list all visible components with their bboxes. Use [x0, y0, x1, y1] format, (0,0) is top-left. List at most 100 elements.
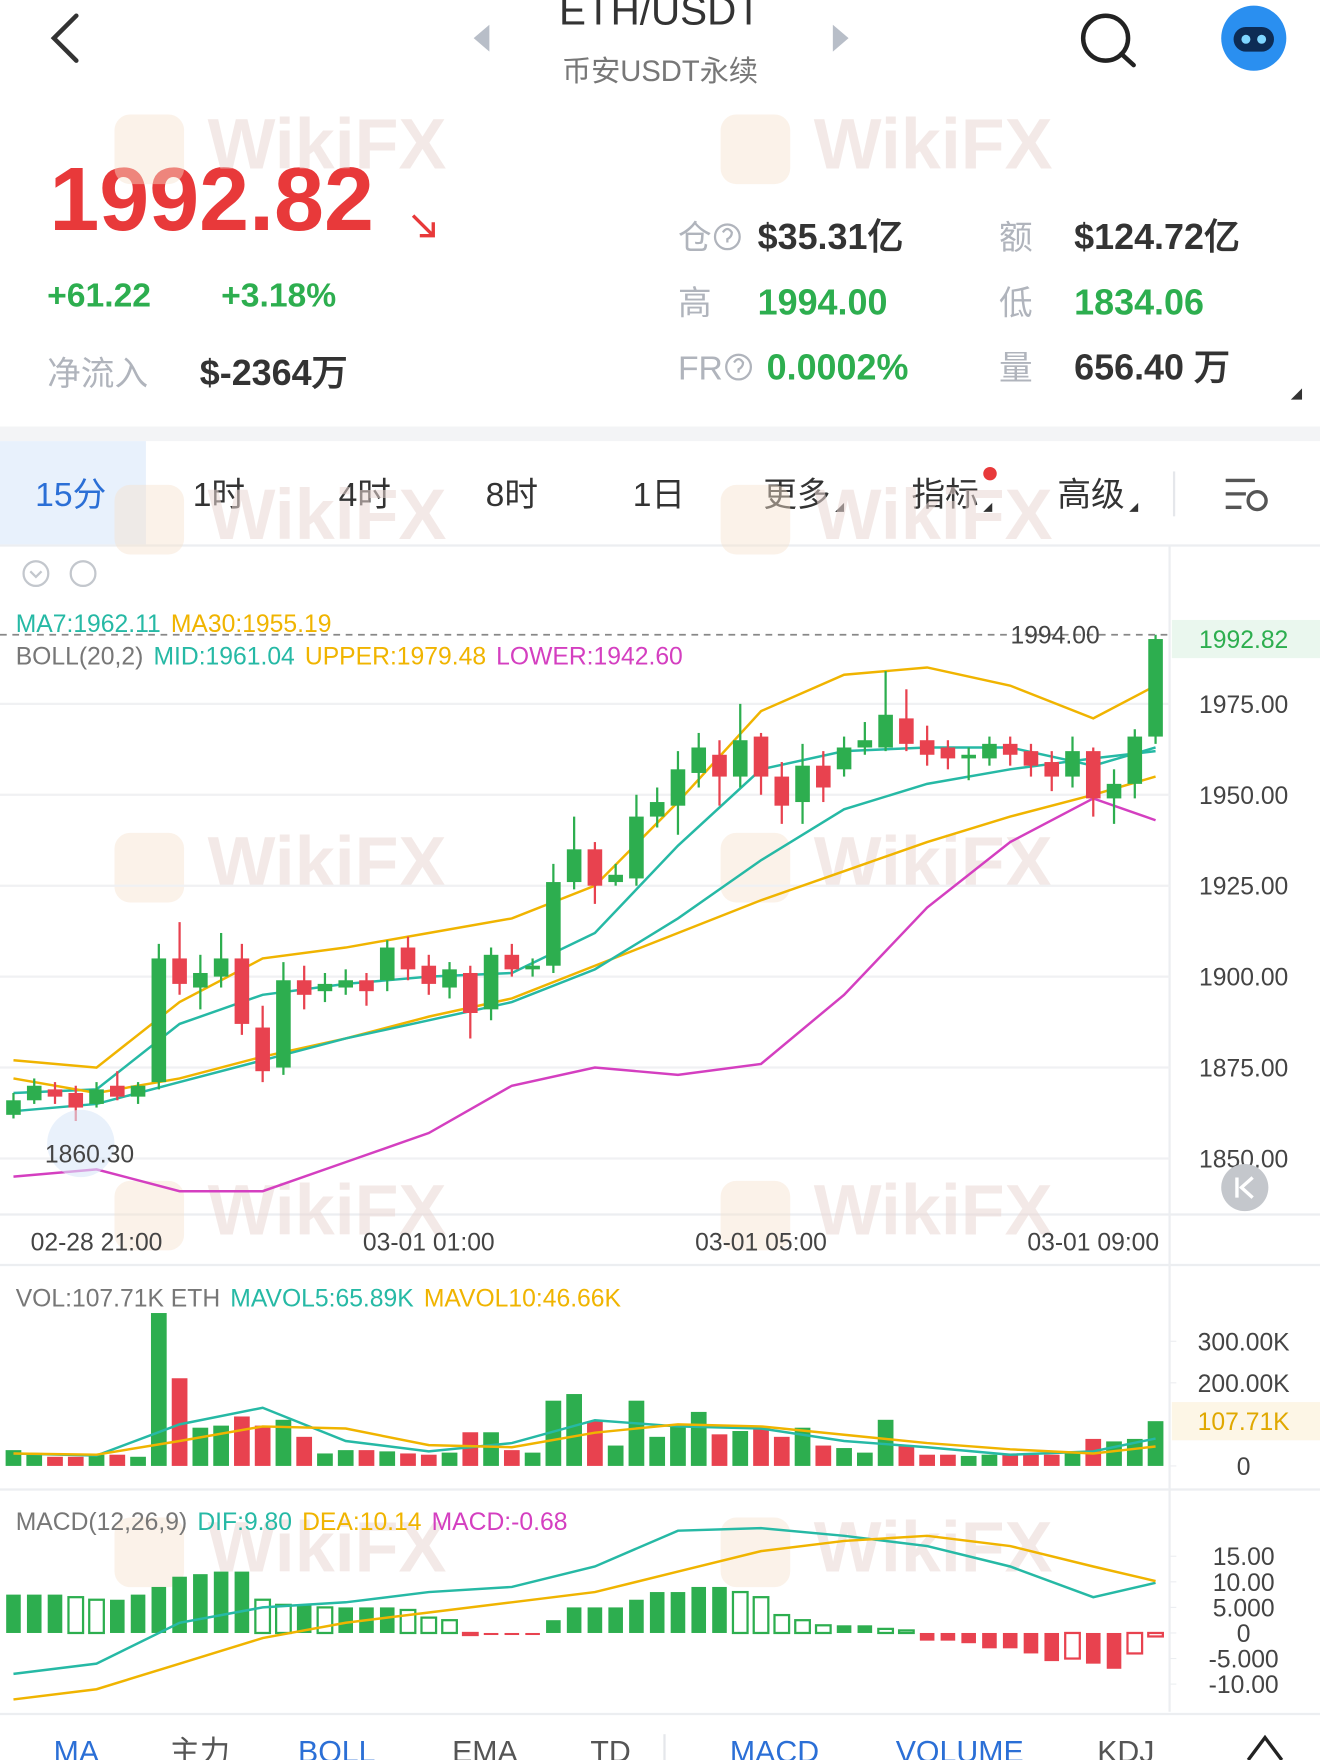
macd-bar — [629, 1599, 644, 1633]
candle-body — [1085, 751, 1101, 799]
volume-bar — [67, 1456, 84, 1466]
high-marker-label: 1994.00 — [1010, 623, 1099, 650]
search-button[interactable] — [1080, 13, 1136, 68]
y-tick-label: 10.00 — [1213, 1570, 1275, 1597]
volume-bar — [420, 1454, 437, 1466]
indicator-tab[interactable]: KDJ — [1097, 1736, 1154, 1760]
indicator-tab[interactable]: MA — [54, 1736, 100, 1760]
volume-bar — [566, 1394, 582, 1466]
timeframe-tab[interactable]: 15分 — [35, 477, 106, 514]
price-change-pct: +3.18% — [221, 277, 336, 314]
volume-bar — [587, 1421, 603, 1466]
timeframe-tab[interactable]: 4时 — [339, 477, 391, 514]
volume-bar — [1126, 1438, 1143, 1466]
volume-bar — [379, 1451, 396, 1466]
prev-pair[interactable] — [473, 24, 490, 52]
volume-bar — [607, 1445, 624, 1466]
volume-bar — [773, 1436, 790, 1466]
back-button[interactable] — [50, 13, 79, 63]
info-icon[interactable] — [725, 353, 753, 381]
timeframe-tab[interactable]: 高级 — [1057, 476, 1124, 514]
candle-body — [878, 714, 893, 748]
candle-body — [47, 1089, 63, 1097]
candle-body — [276, 980, 291, 1068]
indicator-tab[interactable]: VOLUME — [896, 1736, 1024, 1760]
volume-bar — [940, 1454, 956, 1466]
collapse-icon[interactable] — [22, 560, 50, 588]
y-tick-label: 1875.00 — [1199, 1056, 1288, 1083]
macd-bar — [420, 1616, 438, 1635]
macd-bar — [26, 1594, 42, 1633]
timeframe-tab[interactable]: 8时 — [486, 477, 538, 514]
macd-bar — [67, 1596, 85, 1635]
volume-bar — [1147, 1421, 1164, 1466]
search-icon — [1080, 13, 1131, 63]
chart-settings[interactable] — [1225, 478, 1268, 512]
scroll-to-latest[interactable] — [1221, 1163, 1269, 1212]
macd-bar — [151, 1586, 167, 1633]
timeframe-tab[interactable]: 1日 — [633, 477, 685, 514]
volume-bar — [794, 1427, 811, 1466]
macd-bar — [1002, 1632, 1018, 1649]
volume-bar — [441, 1452, 458, 1466]
candle-body — [649, 802, 665, 817]
candle-body — [68, 1093, 84, 1108]
indicator-tab[interactable]: TD — [590, 1736, 630, 1760]
candle-body — [525, 965, 540, 970]
watermark-logo — [114, 1180, 185, 1251]
indicator-tab[interactable]: EMA — [452, 1736, 518, 1760]
legend-entry: VOL:107.71K ETH — [16, 1286, 220, 1313]
watermarks: WikiFX WikiFX WikiFX WikiFX WikiFX WikiFX Wiki… — [114, 104, 1053, 1587]
next-pair[interactable] — [832, 24, 849, 52]
avatar-eye — [1241, 34, 1251, 44]
macd-bar — [316, 1606, 334, 1635]
macd-bar — [857, 1625, 873, 1633]
candle-body — [1023, 751, 1039, 766]
candle-body — [172, 958, 187, 984]
timeframe-tab[interactable]: 指标 — [911, 476, 978, 514]
volume-bar — [1002, 1453, 1019, 1466]
indicator-tab[interactable]: 主力 — [169, 1735, 230, 1760]
stat-value: $35.31亿 — [758, 216, 904, 257]
legend-entry: MA7:1962.11 — [16, 611, 161, 638]
timeframe-tab[interactable]: 更多 — [763, 476, 830, 514]
candle-body — [753, 736, 769, 777]
macd-bar — [649, 1592, 665, 1633]
candle-body — [6, 1100, 21, 1115]
macd-bar — [461, 1631, 479, 1637]
candle-body — [110, 1085, 125, 1097]
macd-bar — [836, 1625, 852, 1633]
x-tick-label: 03-01 05:00 — [695, 1229, 827, 1256]
volume-bar — [109, 1454, 126, 1466]
avatar[interactable] — [1221, 5, 1287, 71]
volume-bar — [130, 1456, 146, 1466]
info-icon[interactable] — [713, 223, 741, 251]
macd-bar — [47, 1594, 63, 1633]
legend-entry: MACD(12,26,9) — [16, 1509, 188, 1536]
timeframe-tab[interactable]: 1时 — [193, 477, 245, 514]
candle-body — [712, 754, 727, 777]
macd-bar — [794, 1619, 811, 1635]
divider — [0, 426, 1320, 442]
volume-bar — [649, 1436, 666, 1466]
macd-bar — [608, 1607, 623, 1633]
indicator-tab[interactable]: BOLL — [298, 1736, 375, 1760]
draw-tool-icon[interactable] — [1246, 1734, 1284, 1760]
volume-bar — [877, 1419, 894, 1466]
y-tick-label: 1900.00 — [1199, 965, 1288, 992]
search-handle — [1119, 51, 1136, 68]
indicator-tab[interactable]: MACD — [730, 1736, 819, 1760]
candle-body — [234, 958, 250, 1024]
macd-bar — [546, 1620, 561, 1633]
macd-bar — [1044, 1632, 1060, 1662]
indicator-settings-icon[interactable] — [69, 560, 97, 588]
price-direction-arrow — [411, 214, 435, 238]
last-price-label: 1992.82 — [1199, 627, 1288, 654]
candle-body — [546, 882, 561, 966]
candle-body — [359, 980, 374, 992]
candle-body — [774, 776, 790, 806]
stat-label: 额 — [999, 219, 1033, 257]
macd-bar — [6, 1594, 21, 1633]
avatar-eye — [1257, 34, 1267, 44]
stat-value: 1994.00 — [758, 281, 888, 322]
